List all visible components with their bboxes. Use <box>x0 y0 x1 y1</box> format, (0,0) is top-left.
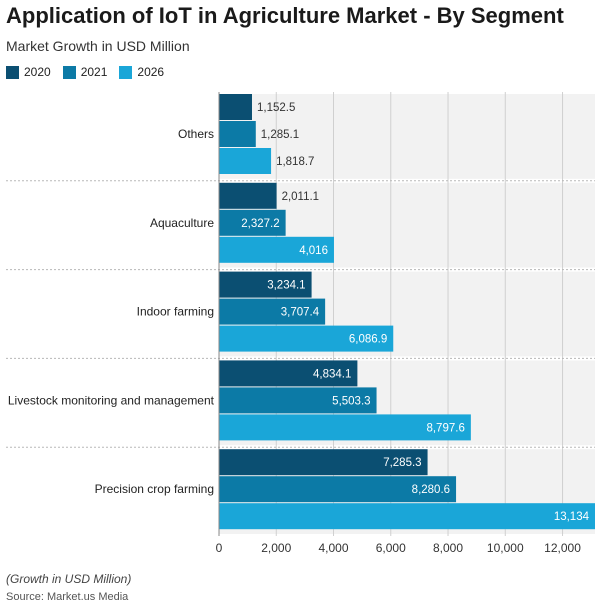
data-label: 6,086.9 <box>349 334 387 346</box>
category-label: Indoor farming <box>137 305 214 319</box>
x-tick-label: 4,000 <box>318 541 348 555</box>
category-band <box>219 94 595 179</box>
legend: 2020 2021 2026 <box>6 65 176 79</box>
data-label: 5,503.3 <box>332 395 370 407</box>
x-tick-label: 0 <box>216 541 223 555</box>
x-tick-label: 6,000 <box>376 541 406 555</box>
data-label: 1,285.1 <box>261 129 299 141</box>
bar-2026 <box>219 148 272 174</box>
data-label: 3,707.4 <box>281 307 320 319</box>
bar-2026 <box>219 503 595 530</box>
bar-2021 <box>219 387 377 414</box>
data-label: 4,834.1 <box>313 368 351 380</box>
data-label: 2,011.1 <box>282 191 320 203</box>
legend-item-2026: 2026 <box>119 65 164 79</box>
data-label: 1,152.5 <box>257 102 295 114</box>
category-label: Aquaculture <box>150 216 214 230</box>
data-label: 2,327.2 <box>241 218 279 230</box>
data-label: 1,818.7 <box>276 156 314 168</box>
legend-item-2021: 2021 <box>62 65 108 79</box>
legend-item-2020: 2020 <box>6 65 51 79</box>
data-label: 3,234.1 <box>267 280 305 292</box>
x-tick-label: 12,000 <box>544 541 581 555</box>
bar-2021 <box>219 209 286 236</box>
x-tick-label: 8,000 <box>433 541 463 555</box>
chart-title: Application of IoT in Agriculture Market… <box>6 3 564 28</box>
bar-2020 <box>219 94 252 120</box>
bar-2021 <box>219 298 326 325</box>
x-tick-label: 10,000 <box>487 541 524 555</box>
legend-swatch-2021 <box>62 65 76 79</box>
legend-swatch-2020 <box>6 65 19 79</box>
bar-2020 <box>219 360 358 387</box>
category-label: Livestock monitoring and management <box>8 393 215 407</box>
source-note: Source: Market.us Media <box>6 591 129 603</box>
bar-2020 <box>219 271 312 298</box>
legend-swatch-2026 <box>119 65 133 79</box>
category-label: Others <box>178 127 214 141</box>
data-label: 4,016 <box>299 245 328 257</box>
bar-2026 <box>219 414 471 441</box>
bar-2026 <box>219 325 394 352</box>
x-tick-label: 2,000 <box>261 541 291 555</box>
chart-subtitle: Market Growth in USD Million <box>6 38 190 54</box>
legend-label-2021: 2021 <box>80 65 108 79</box>
legend-label-2026: 2026 <box>137 65 165 79</box>
legend-label-2020: 2020 <box>24 65 51 79</box>
bar-2026 <box>219 236 334 263</box>
footnote: (Growth in USD Million) <box>6 572 132 586</box>
bar-2021 <box>219 121 256 147</box>
bar-2020 <box>219 182 277 209</box>
category-label: Precision crop farming <box>95 482 214 496</box>
bar-2021 <box>219 476 457 503</box>
data-label: 8,280.6 <box>412 484 450 496</box>
data-label: 7,285.3 <box>383 457 421 469</box>
bar-2020 <box>219 449 428 476</box>
data-label: 8,797.6 <box>426 422 464 434</box>
data-label: 13,134 <box>554 511 590 523</box>
